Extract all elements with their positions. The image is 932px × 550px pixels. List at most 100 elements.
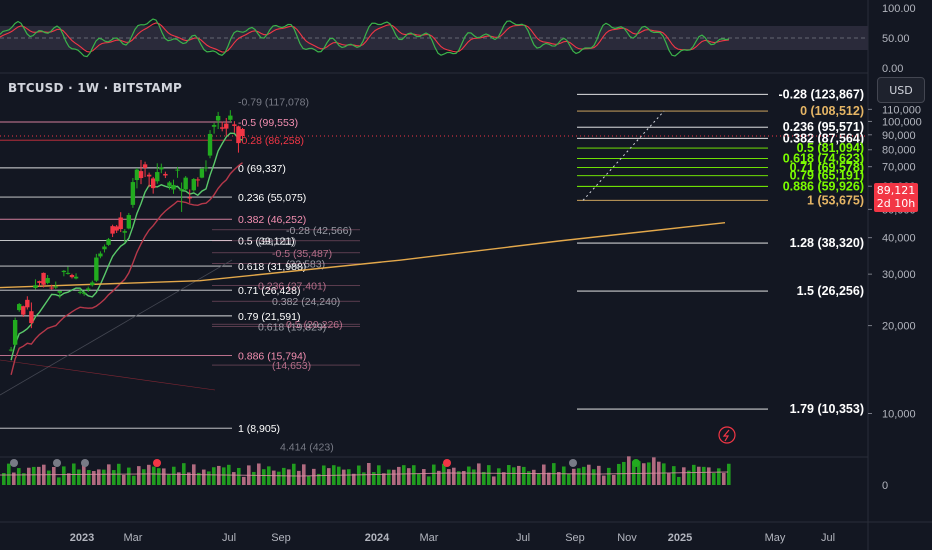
volume-bar [512, 467, 516, 485]
candle-body [191, 179, 196, 191]
fib-overlap-label: -0.5 (35,487) [272, 248, 332, 260]
volume-bar [652, 457, 656, 485]
volume-bar [457, 471, 461, 485]
time-tick-label: Jul [821, 532, 835, 544]
fib-overlap-label: -0.28 (42,566) [286, 225, 352, 237]
volume-ma-line [0, 471, 729, 477]
candle-body [81, 292, 87, 294]
candle-body [203, 167, 209, 169]
volume-bar [87, 470, 91, 485]
volume-bar [502, 472, 506, 485]
volume-bar [682, 467, 686, 485]
volume-bar [372, 472, 376, 485]
ma-slow-line [0, 222, 726, 289]
fib-overlap-label: 0.382 (24,240) [272, 296, 340, 308]
fib-overlap-label: 0.618 (19,829) [258, 322, 326, 334]
volume-bar [397, 466, 401, 485]
volume-bar [387, 469, 391, 485]
volume-bar [687, 470, 691, 485]
volume-bar [147, 464, 151, 485]
volume-bar [437, 470, 441, 485]
volume-bar [392, 469, 396, 485]
volume-bar [697, 466, 701, 485]
fib-left-label: 0.618 (31,988) [238, 261, 306, 273]
volume-bar [572, 468, 576, 485]
rsi-tick-label: 0.00 [882, 63, 903, 75]
time-tick-label: Mar [124, 532, 143, 544]
volume-tick-label: 0 [882, 480, 888, 492]
volume-bar [292, 463, 296, 485]
fib-left-set: -0.79 (117,078) -0.5 (99,553) -0.28 (86,25… [0, 96, 360, 454]
volume-bar [307, 475, 311, 485]
fib-right-label: 0.236 (95,571) [783, 120, 864, 134]
candle-body [45, 278, 50, 283]
volume-bar [62, 466, 66, 485]
candle-body [118, 217, 123, 230]
candle-body [199, 168, 205, 178]
fib-left-label: 4.414 (423) [280, 442, 334, 454]
time-tick-label: 2025 [668, 532, 692, 544]
candle-body [236, 126, 241, 144]
volume-bar [442, 463, 446, 485]
candle-body [29, 311, 34, 324]
candle-body [90, 282, 95, 286]
volume-bar [287, 469, 291, 485]
candle-body [65, 272, 71, 274]
volume-bar [722, 472, 726, 485]
candle-body [53, 286, 58, 288]
volume-bar [32, 466, 36, 485]
candle-body [61, 270, 67, 273]
event-marker-icon [443, 459, 451, 467]
volume-bar [57, 477, 61, 485]
trend-line [0, 359, 216, 391]
fib-overlap-label: (39,011) [258, 236, 296, 248]
volume-bar [82, 465, 86, 485]
candle-body [195, 179, 201, 181]
candle-body [240, 129, 245, 137]
fib-right-label: 1.79 (10,353) [790, 402, 864, 416]
volume-bar [337, 466, 341, 485]
volume-bar [347, 469, 351, 485]
volume-pane [0, 426, 736, 485]
volume-bar [422, 469, 426, 485]
currency-button[interactable]: USD [877, 77, 925, 103]
time-tick-label: Jul [222, 532, 236, 544]
volume-bar [592, 469, 596, 485]
volume-bar [587, 464, 591, 485]
candle-body [187, 197, 192, 199]
candle-body [102, 246, 107, 250]
candle-body [142, 164, 148, 168]
volume-bar [327, 468, 331, 485]
candle-body [232, 124, 237, 126]
volume-bar [477, 463, 481, 485]
event-marker-icon [81, 459, 89, 467]
volume-bar [362, 472, 366, 485]
time-tick-label: Mar [420, 532, 439, 544]
volume-bar [202, 469, 206, 485]
candle-body [167, 182, 172, 186]
volume-bar [22, 473, 26, 485]
volume-bar [432, 464, 436, 485]
volume-bar [627, 456, 631, 485]
volume-bar [167, 474, 171, 485]
fib-overlap-label: 0.5 (20,226) [286, 319, 343, 331]
fib-left-label: 0.236 (55,075) [238, 192, 306, 204]
volume-bar [367, 463, 371, 485]
fib-right-label: 1.5 (26,256) [797, 284, 864, 298]
volume-bar [662, 463, 666, 485]
time-axis: 2023 Mar Jul Sep 2024 Mar Jul Sep Nov 2025 May Jul [70, 532, 835, 544]
volume-bar [197, 472, 201, 485]
time-tick-label: Jul [516, 532, 530, 544]
candle-body [21, 306, 26, 315]
volume-bar [122, 474, 126, 485]
lightning-icon [718, 426, 736, 444]
volume-bar [427, 476, 431, 485]
volume-bar [527, 471, 531, 485]
volume-bar [257, 463, 261, 485]
candle-body [114, 226, 119, 231]
volume-bar [312, 468, 316, 485]
rsi-tick-label: 50.00 [882, 33, 910, 45]
volume-bar [282, 467, 286, 485]
fib-left-label: 0.79 (21,591) [238, 311, 300, 323]
